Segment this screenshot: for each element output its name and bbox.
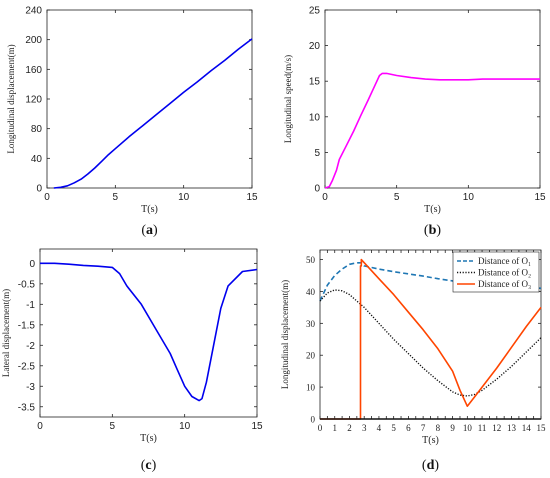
x-tick-label: 5 bbox=[110, 421, 116, 432]
chart-panel-b: 0 5 10 15 0 5 10 15 20 25 T(s) Longitudinal speed(m… bbox=[283, 6, 546, 239]
y-tick-label: 10 bbox=[306, 383, 316, 393]
y-tick-label: 160 bbox=[25, 65, 42, 76]
x-tick-label: 5 bbox=[391, 423, 396, 433]
y-tick-label: 0 bbox=[311, 415, 316, 425]
x-axis-label: T(s) bbox=[424, 204, 441, 215]
series-line-d-3 bbox=[320, 258, 542, 420]
legend-entry-label: Distance of O₂ bbox=[478, 268, 531, 278]
x-tick-label: 6 bbox=[406, 423, 411, 433]
y-axis-label: Longitudinal speed(m/s) bbox=[283, 55, 293, 143]
series-line-b-1 bbox=[324, 72, 540, 189]
y-tick-label: 20 bbox=[309, 41, 321, 52]
x-axis-label: T(s) bbox=[422, 435, 439, 446]
y-tick-label: 40 bbox=[306, 287, 316, 297]
y-tick-label: -3 bbox=[26, 382, 35, 393]
x-tick-label: 9 bbox=[450, 423, 455, 433]
y-tick-label: -2 bbox=[26, 341, 35, 352]
x-tick-label: 15 bbox=[251, 421, 263, 432]
panel-caption: (d) bbox=[422, 458, 439, 473]
y-axis-label: Lateral displacement(m) bbox=[1, 289, 11, 377]
legend-entry-label: Distance of O₃ bbox=[478, 279, 531, 289]
y-tick-label: 5 bbox=[314, 148, 320, 159]
y-tick-label: 20 bbox=[306, 351, 316, 361]
x-axis-label: T(s) bbox=[141, 204, 158, 215]
axes-frame bbox=[39, 248, 258, 418]
x-tick-label: 10 bbox=[463, 192, 475, 203]
x-tick-label: 8 bbox=[436, 423, 441, 433]
y-tick-label: 240 bbox=[25, 6, 42, 17]
x-tick-label: 10 bbox=[178, 192, 190, 203]
x-tick-label: 0 bbox=[322, 192, 328, 203]
x-tick-label: 14 bbox=[522, 423, 532, 433]
axes-frame bbox=[324, 9, 541, 189]
y-tick-label: 30 bbox=[306, 319, 316, 329]
y-tick-label: 15 bbox=[309, 77, 321, 88]
y-tick-label: 0 bbox=[29, 259, 35, 270]
chart-panel-c: 0 5 10 15 0 -0.5 -1 -1.5 -2 -2.5 -3 -3.5 T(s) Lateral… bbox=[1, 248, 263, 473]
y-axis-label: Longitudinal displacement(m) bbox=[6, 44, 16, 153]
series-line-a-1 bbox=[53, 38, 253, 189]
panel-caption: (b) bbox=[424, 223, 441, 238]
chart-panel-d: 0 1 2 3 4 5 6 7 8 9 10 11 12 13 14 1501020304050T(s)Lon… bbox=[280, 249, 547, 473]
x-tick-label: 12 bbox=[492, 423, 501, 433]
axes-frame bbox=[46, 9, 253, 189]
panel-caption: (a) bbox=[141, 223, 158, 238]
y-tick-label: -1 bbox=[26, 300, 35, 311]
y-tick-label: 120 bbox=[25, 95, 42, 106]
y-tick-label: -0.5 bbox=[18, 279, 36, 290]
series-line-c-1 bbox=[40, 262, 258, 402]
x-tick-label: 15 bbox=[537, 423, 547, 433]
y-tick-label: 0 bbox=[36, 184, 42, 195]
x-tick-label: 3 bbox=[362, 423, 367, 433]
y-axis-label: Longitudinal displacement(m) bbox=[280, 280, 290, 389]
x-tick-label: 0 bbox=[37, 421, 43, 432]
y-tick-label: 25 bbox=[309, 6, 321, 17]
x-tick-label: 13 bbox=[507, 423, 517, 433]
x-tick-label: 4 bbox=[377, 423, 382, 433]
x-tick-label: 0 bbox=[44, 192, 50, 203]
x-tick-label: 2 bbox=[347, 423, 352, 433]
y-tick-label: -1.5 bbox=[18, 320, 36, 331]
y-tick-label: 80 bbox=[31, 124, 43, 135]
x-tick-label: 7 bbox=[421, 423, 426, 433]
y-tick-label: 200 bbox=[25, 35, 42, 46]
chart-panel-a: 0 5 10 15 0 40 80 120 160 200 240 T(s) Longitudinal … bbox=[6, 6, 258, 239]
y-tick-label: 10 bbox=[309, 112, 321, 123]
y-tick-label: -3.5 bbox=[18, 402, 36, 413]
x-tick-label: 1 bbox=[332, 423, 337, 433]
panel-caption: (c) bbox=[141, 458, 157, 473]
x-tick-label: 15 bbox=[246, 192, 258, 203]
x-tick-label: 15 bbox=[534, 192, 546, 203]
y-tick-label: 0 bbox=[314, 184, 320, 195]
legend-entry-label: Distance of O₁ bbox=[478, 256, 531, 266]
x-tick-label: 5 bbox=[113, 192, 119, 203]
x-tick-label: 10 bbox=[463, 423, 473, 433]
y-tick-label: 40 bbox=[31, 154, 43, 165]
y-tick-label: 50 bbox=[306, 255, 316, 265]
y-tick-label: -2.5 bbox=[18, 361, 36, 372]
x-tick-label: 10 bbox=[179, 421, 191, 432]
x-tick-label: 0 bbox=[318, 423, 323, 433]
x-tick-label: 5 bbox=[394, 192, 400, 203]
legend-box bbox=[452, 251, 540, 293]
x-tick-label: 11 bbox=[478, 423, 487, 433]
x-axis-label: T(s) bbox=[140, 433, 157, 444]
